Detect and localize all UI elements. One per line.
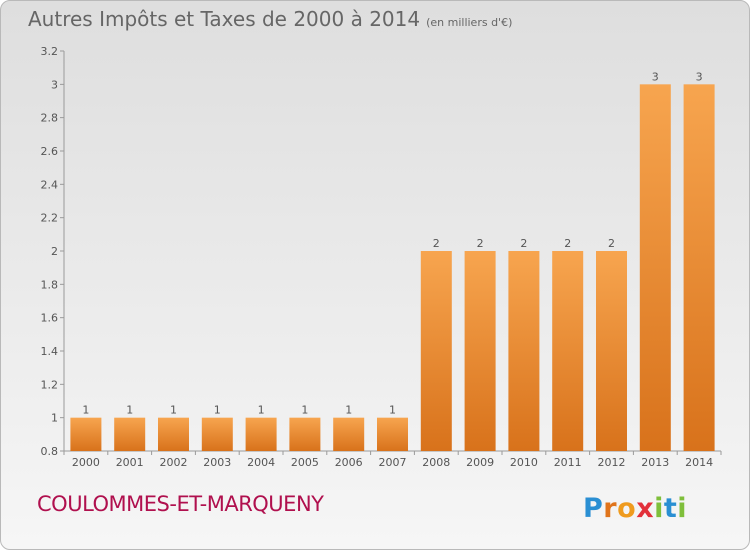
commune-name: COULOMMES-ET-MARQUENY	[37, 492, 324, 516]
x-tick-label: 2005	[291, 456, 319, 469]
x-tick-label: 2011	[554, 456, 582, 469]
y-tick-label: 2.2	[41, 212, 59, 225]
x-tick-label: 2003	[203, 456, 231, 469]
bar	[464, 251, 496, 451]
chart-bars	[70, 84, 715, 451]
bar	[508, 251, 540, 451]
x-tick-label: 2010	[510, 456, 538, 469]
bar-value-label: 1	[389, 404, 396, 417]
bar	[245, 417, 277, 451]
y-tick-label: 0.8	[41, 445, 59, 458]
x-tick-label: 2008	[422, 456, 450, 469]
x-tick-label: 2004	[247, 456, 275, 469]
bar-value-label: 1	[258, 404, 265, 417]
chart-title-text: Autres Impôts et Taxes de 2000 à 2014	[28, 7, 421, 31]
bar	[552, 251, 584, 451]
chart-title: Autres Impôts et Taxes de 2000 à 2014 (en…	[28, 7, 512, 31]
bar	[158, 417, 189, 451]
x-tick-label: 2013	[641, 456, 669, 469]
bar-value-label: 2	[433, 237, 440, 250]
y-tick-label: 2.4	[41, 178, 59, 191]
bar-value-label: 1	[301, 404, 308, 417]
bar-value-label: 2	[520, 237, 527, 250]
bar-value-label: 1	[214, 404, 221, 417]
chart-labels: 2000 1 2001 1 2002 1 2003 1 2004 1 2005 1 2006 1 2007 1…	[72, 70, 713, 469]
bar	[420, 251, 452, 451]
bar-value-label: 3	[652, 70, 659, 83]
bar	[639, 84, 671, 451]
bar-value-label: 1	[126, 404, 133, 417]
bar-value-label: 1	[170, 404, 177, 417]
x-tick-label: 2012	[598, 456, 626, 469]
y-tick-label: 2.8	[41, 112, 59, 125]
y-tick-label: 3.2	[41, 45, 59, 58]
bar-value-label: 2	[564, 237, 571, 250]
bar-value-label: 2	[608, 237, 615, 250]
bar	[333, 417, 365, 451]
bar-value-label: 3	[696, 70, 703, 83]
x-tick-label: 2014	[685, 456, 713, 469]
y-tick-label: 1.6	[41, 312, 59, 325]
y-tick-label: 1	[51, 412, 58, 425]
y-tick-label: 1.2	[41, 378, 59, 391]
x-tick-label: 2000	[72, 456, 100, 469]
y-tick-label: 1.4	[41, 345, 59, 358]
bar-value-label: 1	[82, 404, 89, 417]
y-tick-label: 3	[51, 78, 58, 91]
bar	[289, 417, 321, 451]
bar-value-label: 1	[345, 404, 352, 417]
x-tick-label: 2006	[335, 456, 363, 469]
x-tick-label: 2007	[379, 456, 407, 469]
proxiti-logo: Proxiti	[583, 493, 687, 524]
bar	[70, 417, 102, 451]
x-tick-label: 2001	[116, 456, 144, 469]
y-tick-label: 2	[51, 245, 58, 258]
chart-subtitle: (en milliers d'€)	[426, 16, 513, 29]
x-tick-label: 2002	[160, 456, 188, 469]
x-tick-label: 2009	[466, 456, 494, 469]
bar	[201, 417, 233, 451]
bar	[377, 417, 408, 451]
bar	[683, 84, 715, 451]
y-tick-label: 1.8	[41, 278, 59, 291]
bar-value-label: 2	[477, 237, 484, 250]
svg-text:Proxiti: Proxiti	[583, 493, 687, 524]
y-tick-label: 2.6	[41, 145, 59, 158]
bar	[596, 251, 627, 451]
bar	[114, 417, 146, 451]
